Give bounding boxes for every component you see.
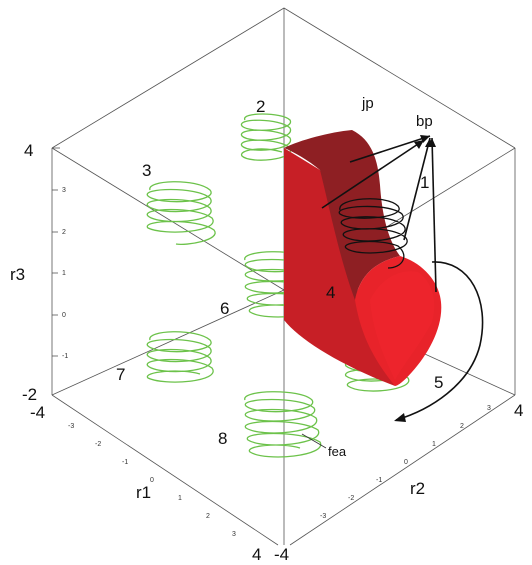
r1-tick: 0 — [150, 477, 154, 484]
r2-tick: -1 — [376, 477, 382, 484]
corner-label-top-left: 4 — [24, 141, 33, 160]
r1-tick: 3 — [232, 531, 236, 538]
arrowhead — [414, 140, 424, 149]
annotation-fea: fea — [328, 444, 347, 459]
r3-axis-label: r3 — [10, 265, 25, 284]
corner-label-left-mid: -2 — [22, 385, 37, 404]
r1-tick: 1 — [178, 495, 182, 502]
arrow-to-bp-2 — [349, 135, 431, 163]
solid-front-highlight — [370, 271, 435, 380]
helix-2 — [241, 113, 291, 161]
region-label-5: 5 — [434, 373, 443, 392]
region-label-3: 3 — [142, 161, 151, 180]
r2-axis-label: r2 — [410, 479, 425, 498]
r1-tick: -3 — [68, 423, 74, 430]
helix-8 — [244, 391, 322, 458]
r3-tick: 2 — [62, 229, 66, 236]
corner-label-bottom-right: -4 — [274, 545, 289, 564]
r3-tick: 0 — [62, 312, 66, 319]
arrowhead — [420, 135, 430, 143]
r2-tick: -3 — [320, 513, 326, 520]
cube-edge-center-left — [51, 147, 285, 291]
region-label-7: 7 — [116, 365, 125, 384]
r2-tick: 1 — [432, 441, 436, 448]
region-label-6: 6 — [220, 299, 229, 318]
annotation-bp: bp — [416, 113, 433, 130]
region-label-1: 1 — [420, 173, 429, 192]
r2-tick: 0 — [404, 459, 408, 466]
r1-axis-label: r1 — [136, 483, 151, 502]
red-solid — [284, 130, 442, 386]
r3-tick: 1 — [62, 270, 66, 277]
r1-axis: -3 -2 -1 0 1 2 3 — [68, 423, 236, 538]
corner-label-left-bottom: -4 — [30, 403, 45, 422]
r2-axis: 3 2 1 0 -1 -2 -3 — [320, 405, 491, 520]
arrowhead — [428, 138, 436, 147]
helix-3 — [146, 181, 216, 246]
r1-tick: -1 — [122, 459, 128, 466]
cube-edge-back-left — [51, 289, 285, 396]
helix-7 — [146, 331, 214, 383]
r3-tick: 3 — [62, 187, 66, 194]
arrows — [321, 135, 484, 422]
region-label-8: 8 — [218, 429, 227, 448]
r1-tick: 2 — [206, 513, 210, 520]
r2-tick: 3 — [487, 405, 491, 412]
annotation-jp: jp — [361, 95, 374, 112]
r2-tick: 2 — [460, 423, 464, 430]
arrow-curved — [395, 261, 484, 421]
r2-tick: -2 — [348, 495, 354, 502]
cube-edge-bottom-left — [51, 394, 279, 546]
corner-label-right: 4 — [514, 401, 523, 420]
region-label-2: 2 — [256, 97, 265, 116]
region-label-4: 4 — [326, 283, 335, 302]
cube-edge-bottom-right — [289, 394, 516, 546]
r3-axis: 3 2 1 0 -1 — [52, 147, 68, 360]
arrow-to-bp-3 — [403, 137, 431, 241]
arrow-to-bp-1 — [321, 139, 425, 209]
r3-tick: -1 — [62, 353, 68, 360]
fea-pointer — [301, 433, 327, 449]
solid-side-face — [284, 148, 395, 386]
arrowhead — [394, 413, 406, 422]
r1-tick: -2 — [95, 441, 101, 448]
corner-label-bottom-left: 4 — [252, 545, 261, 564]
helix-1 — [338, 198, 408, 269]
arrow-to-bp-4 — [431, 137, 437, 293]
